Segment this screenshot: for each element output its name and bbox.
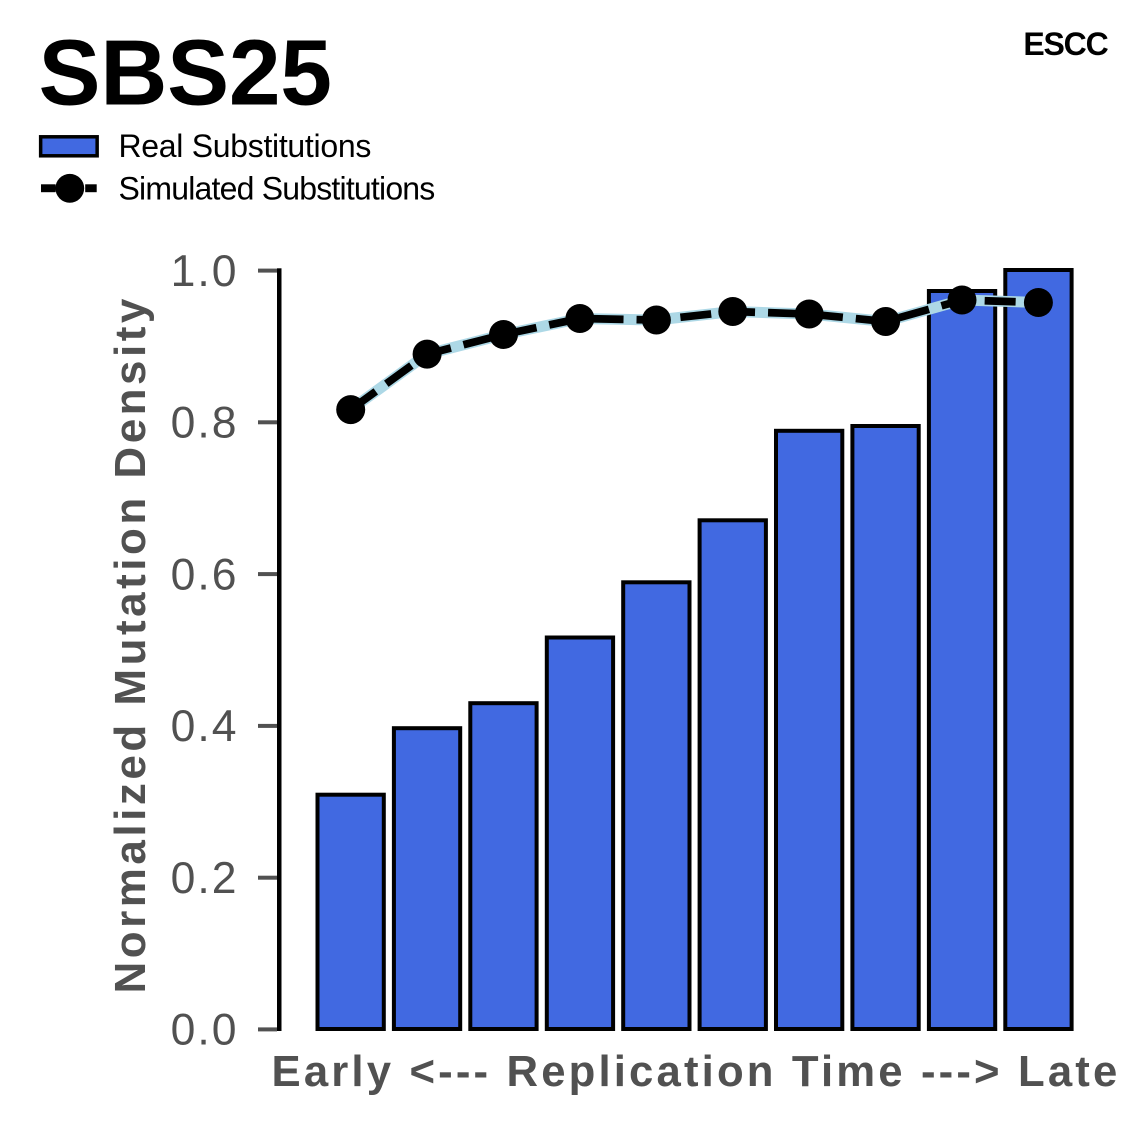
svg-text:0.0: 0.0 [171, 1006, 239, 1055]
svg-text:Early <--- Replication Time --: Early <--- Replication Time ---> Late [272, 1047, 1121, 1096]
svg-text:SBS25: SBS25 [39, 21, 332, 125]
svg-text:0.8: 0.8 [171, 399, 239, 448]
svg-text:Normalized Mutation Density: Normalized Mutation Density [106, 295, 155, 993]
svg-text:0.6: 0.6 [171, 550, 239, 599]
svg-text:Real Substitutions: Real Substitutions [119, 128, 372, 164]
svg-text:ESCC: ESCC [1023, 26, 1108, 62]
svg-text:0.2: 0.2 [171, 854, 239, 903]
svg-text:Simulated Substitutions: Simulated Substitutions [119, 170, 435, 206]
svg-text:0.4: 0.4 [171, 702, 239, 751]
svg-text:1.0: 1.0 [171, 247, 239, 296]
